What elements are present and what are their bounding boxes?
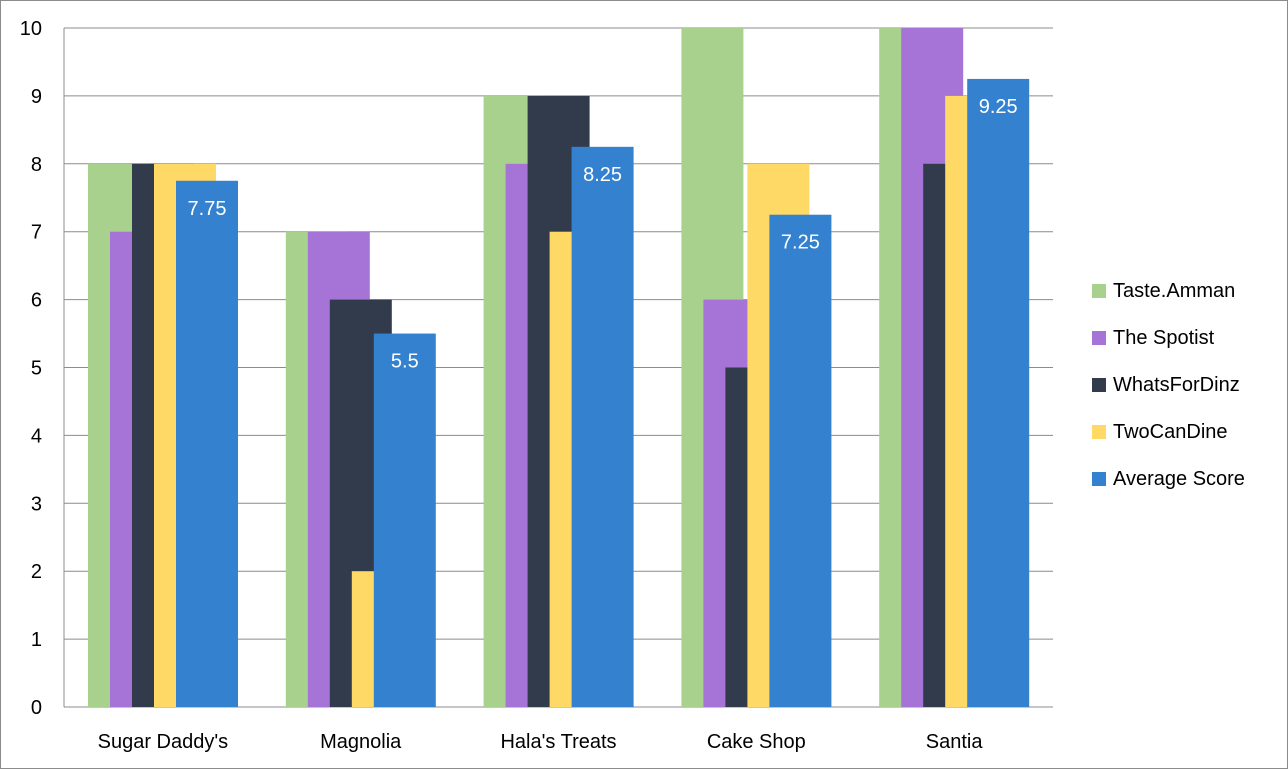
y-tick-label: 10: [20, 18, 42, 40]
x-tick-label: Sugar Daddy's: [98, 731, 229, 753]
data-labels: 7.75 5.5 8.25 7.25 9.25: [188, 96, 1018, 373]
x-tick-label: Cake Shop: [707, 731, 806, 753]
bars: [88, 28, 1030, 708]
legend-label: TwoCanDine: [1113, 421, 1228, 443]
legend-item: Taste.Amman: [1092, 278, 1282, 304]
y-tick-label: 8: [31, 154, 42, 176]
x-tick-label: Hala's Treats: [500, 731, 616, 753]
x-tick-label: Magnolia: [320, 731, 402, 753]
bar-average-score: [769, 214, 832, 707]
legend-label: WhatsForDinz: [1113, 374, 1240, 396]
y-tick-label: 1: [31, 629, 42, 651]
y-tick-label: 5: [31, 358, 42, 380]
bar-average-score: [373, 333, 436, 707]
y-tick-label: 0: [31, 697, 42, 719]
legend-swatch: [1092, 331, 1106, 345]
y-tick-label: 9: [31, 86, 42, 108]
y-tick-label: 2: [31, 561, 42, 583]
data-label: 5.5: [391, 351, 419, 373]
y-tick-label: 6: [31, 290, 42, 312]
legend-item: Average Score: [1092, 466, 1282, 492]
legend-label: The Spotist: [1113, 327, 1215, 349]
legend-item: The Spotist: [1092, 325, 1282, 351]
x-tick-label: Santia: [926, 731, 984, 753]
legend-label: Average Score: [1113, 468, 1245, 490]
y-tick-label: 4: [31, 425, 42, 447]
legend-label: Taste.Amman: [1113, 280, 1236, 302]
x-axis-ticks: Sugar Daddy's Magnolia Hala's Treats Cake S…: [98, 731, 984, 753]
bar-average-score: [967, 78, 1030, 708]
legend-swatch: [1092, 472, 1106, 486]
data-label: 7.75: [188, 198, 227, 220]
legend-item: WhatsForDinz: [1092, 372, 1282, 398]
legend-item: TwoCanDine: [1092, 419, 1282, 445]
y-tick-label: 7: [31, 222, 42, 244]
data-label: 8.25: [583, 164, 622, 186]
data-label: 9.25: [979, 96, 1018, 118]
legend-swatch: [1092, 425, 1106, 439]
data-label: 7.25: [781, 232, 820, 254]
y-axis-ticks: 0 1 2 3 4 5 6 7 8 9 10: [20, 18, 42, 719]
bar-average-score: [176, 180, 238, 707]
bar-average-score: [571, 146, 634, 707]
legend-swatch: [1092, 378, 1106, 392]
y-tick-label: 3: [31, 493, 42, 515]
legend-swatch: [1092, 284, 1106, 298]
